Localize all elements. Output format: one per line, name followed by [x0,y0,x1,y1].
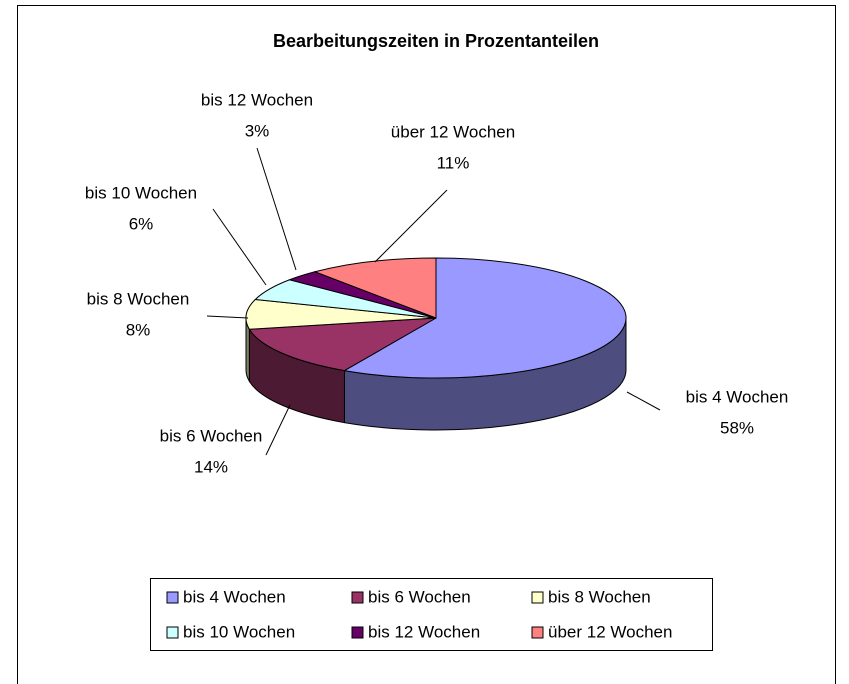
legend-label: über 12 Wochen [548,622,672,641]
data-label-value: 11% [437,153,470,172]
legend-label: bis 12 Wochen [368,622,480,641]
data-label-name: bis 6 Wochen [160,426,263,445]
data-label-name: bis 10 Wochen [85,183,197,202]
slice [248,317,437,372]
leader-line [206,315,249,319]
legend-swatch [166,626,179,639]
legend-label: bis 4 Wochen [183,587,286,606]
legend-swatch [351,626,364,639]
legend-swatch [166,591,179,604]
data-label-value: 6% [129,214,154,233]
leader-line [265,404,291,456]
data-label-value: 14% [194,457,228,476]
legend-swatch [531,626,544,639]
data-label-name: bis 8 Wochen [87,289,190,308]
legend-swatch [351,591,364,604]
legend-box [150,578,713,651]
slice [313,257,437,319]
slice [343,257,627,379]
legend-label: bis 10 Wochen [183,622,295,641]
data-label-name: über 12 Wochen [391,122,515,141]
legend-swatch [531,591,544,604]
data-label-value: 3% [245,121,270,140]
data-label-value: 8% [126,320,151,339]
data-label-value: 58% [720,418,754,437]
leader-line [256,147,297,271]
leader-line [626,391,661,411]
slice [245,298,437,330]
data-label-name: bis 4 Wochen [686,387,789,406]
leader-line [374,189,448,263]
chart-title: Bearbeitungszeiten in Prozentanteilen [273,31,599,51]
data-label-name: bis 12 Wochen [201,90,313,109]
legend-label: bis 8 Wochen [548,587,651,606]
legend-label: bis 6 Wochen [368,587,471,606]
leader-line [212,208,267,286]
